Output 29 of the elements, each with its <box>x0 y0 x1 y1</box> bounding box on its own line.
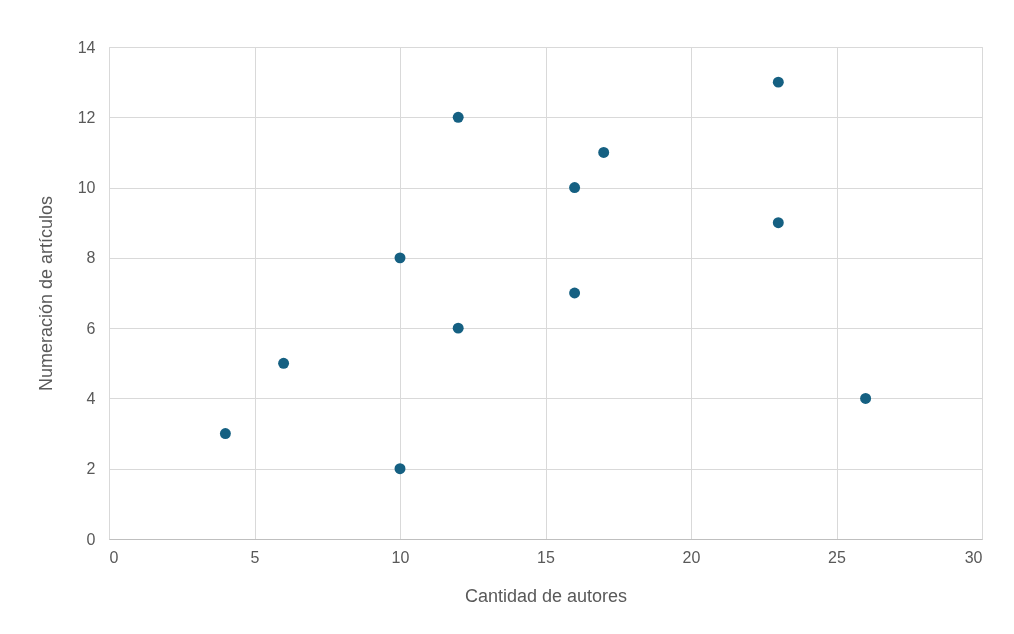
x-axis-title: Cantidad de autores <box>464 585 628 606</box>
x-tick-label: 25 <box>828 548 846 566</box>
x-tick-label: 0 <box>109 548 119 566</box>
y-tick-label: 8 <box>86 249 96 267</box>
point <box>860 392 872 404</box>
y-tick-label: 0 <box>86 530 96 548</box>
point <box>394 463 406 475</box>
y-tick-label: 2 <box>86 460 96 478</box>
y-tick-label: 14 <box>77 38 96 56</box>
x-tick-label: 30 <box>964 548 983 566</box>
y-axis-title: Numeración de artículos <box>35 195 56 392</box>
point <box>219 428 231 440</box>
point <box>452 111 464 123</box>
x-tick-label: 10 <box>391 548 410 566</box>
point <box>394 252 406 264</box>
point <box>598 146 610 158</box>
point <box>772 217 784 229</box>
x-tick-label: 5 <box>250 548 260 566</box>
y-tick-label: 6 <box>86 319 96 337</box>
y-tick-label: 10 <box>77 179 96 197</box>
point <box>278 357 290 369</box>
point <box>772 76 784 88</box>
x-tick-label: 15 <box>537 548 555 566</box>
x-tick-label: 20 <box>682 548 701 566</box>
y-tick-label: 4 <box>86 389 96 407</box>
point <box>569 287 581 299</box>
point <box>569 182 581 194</box>
y-tick-label: 12 <box>77 108 96 126</box>
point <box>452 322 464 334</box>
